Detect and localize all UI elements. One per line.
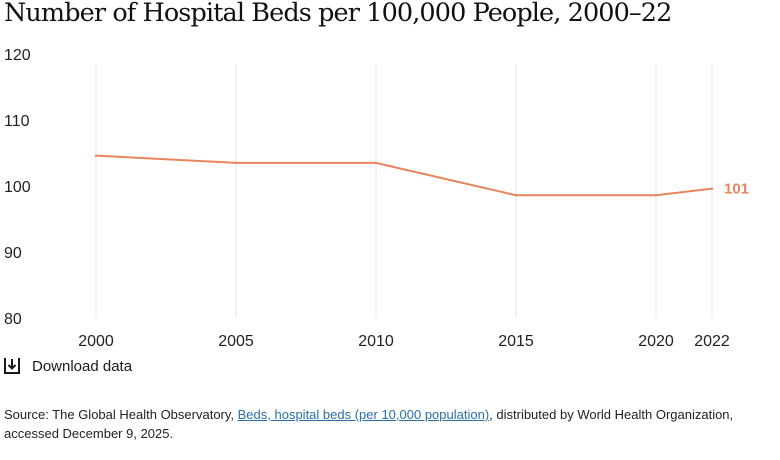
download-data-label: Download data bbox=[32, 357, 133, 375]
source-prefix: Source: The Global Health Observatory, bbox=[4, 407, 238, 422]
data-point-2005 bbox=[234, 161, 238, 165]
x-tick-label-2005: 2005 bbox=[218, 333, 254, 350]
download-icon bbox=[2, 356, 22, 376]
end-value-label: 101 bbox=[724, 181, 749, 198]
download-data-button[interactable]: Download data bbox=[2, 356, 132, 376]
data-point-2015 bbox=[514, 194, 518, 197]
y-tick-label-120: 120 bbox=[4, 47, 31, 64]
x-axis-ticks: 2000 2005 2010 2015 2020 2022 bbox=[78, 333, 730, 350]
source-note: Source: The Global Health Observatory, B… bbox=[4, 405, 764, 443]
y-tick-label-90: 90 bbox=[4, 245, 22, 262]
data-point-2010 bbox=[374, 161, 378, 165]
data-point-2020 bbox=[654, 194, 658, 197]
series-layer bbox=[94, 154, 714, 197]
x-tick-label-2015: 2015 bbox=[498, 333, 534, 350]
y-tick-label-110: 110 bbox=[4, 113, 30, 130]
line-chart: 80 90 100 110 120 2000 2005 2010 2015 2020 2022 1… bbox=[4, 47, 749, 350]
x-tick-label-2000: 2000 bbox=[78, 333, 114, 350]
data-point-2022 bbox=[710, 187, 714, 190]
x-tick-label-2022: 2022 bbox=[694, 333, 730, 350]
y-tick-label-80: 80 bbox=[4, 311, 22, 328]
data-label-layer: 101 bbox=[724, 181, 749, 198]
x-tick-label-2010: 2010 bbox=[358, 333, 394, 350]
series-line-0 bbox=[95, 154, 713, 197]
source-link[interactable]: Beds, hospital beds (per 10,000 populati… bbox=[237, 407, 490, 422]
y-axis-ticks: 80 90 100 110 120 bbox=[4, 47, 31, 328]
chart-title: Number of Hospital Beds per 100,000 Peop… bbox=[4, 0, 672, 28]
gridlines bbox=[95, 64, 713, 318]
source-suffix: , distributed by World Health Organizati… bbox=[4, 407, 734, 441]
data-point-2000 bbox=[94, 154, 98, 157]
x-tick-label-2020: 2020 bbox=[638, 333, 674, 350]
y-tick-label-100: 100 bbox=[4, 179, 31, 196]
